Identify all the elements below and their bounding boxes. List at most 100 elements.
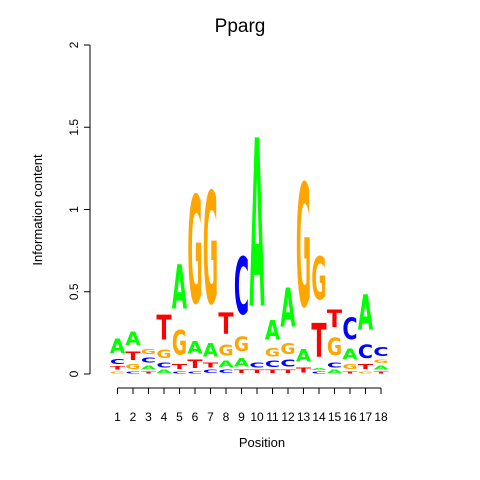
logo-letter-C-pos-6: C: [187, 371, 202, 374]
logo-letter-T-pos-18: T: [373, 371, 388, 374]
y-tick-label: 0: [67, 370, 81, 377]
logo-letter-T-pos-10: T: [249, 369, 264, 374]
x-tick-label: 3: [145, 410, 152, 424]
logo-letter-G-pos-14: G: [311, 245, 326, 314]
x-tick-label: 7: [207, 410, 214, 424]
logo-letter-T-pos-14: T: [311, 313, 326, 368]
y-tick-label: 1: [67, 206, 81, 213]
logo-letter-C-pos-10: C: [249, 361, 264, 369]
logo-letter-A-pos-10: A: [249, 91, 264, 360]
y-axis: 0 0.5 1 1.5 2: [67, 41, 91, 377]
x-tick-label: 5: [176, 410, 183, 424]
x-tick-label: 11: [266, 410, 279, 424]
logo-letter-A-pos-15: A: [327, 369, 342, 374]
logo-letter-A-pos-14: A: [311, 368, 326, 371]
logo-letter-C-pos-8: C: [218, 369, 233, 374]
logo-letter-G-pos-7: G: [203, 161, 218, 339]
x-tick-label: 12: [281, 410, 295, 424]
y-tick-label: 0.5: [67, 283, 81, 300]
logo-letter-A-pos-13: A: [296, 347, 312, 366]
logo-letter-T-pos-13: T: [296, 366, 312, 374]
logo-letter-C-pos-12: C: [280, 358, 295, 370]
logo-letter-A-pos-16: A: [342, 347, 358, 363]
logo-letter-C-pos-16: C: [342, 312, 357, 347]
x-tick-label: 8: [223, 410, 230, 424]
logo-letter-A-pos-1: A: [110, 335, 126, 358]
logo-letter-G-pos-15: G: [327, 334, 342, 362]
x-tick-label: 4: [161, 410, 168, 424]
x-tick-label: 17: [359, 410, 373, 424]
logo-letter-C-pos-5: C: [172, 371, 187, 374]
logo-letter-C-pos-14: C: [311, 371, 326, 374]
logo-letter-G-pos-16: G: [342, 363, 357, 371]
x-tick-label: 15: [328, 410, 342, 424]
x-tick-label: 10: [250, 410, 264, 424]
logo-letter-C-pos-2: C: [125, 371, 140, 374]
logo-letter-A-pos-8: A: [218, 359, 234, 369]
x-tick-label: 14: [312, 410, 326, 424]
logo-letter-G-pos-4: G: [156, 348, 171, 361]
logo-letter-A-pos-18: A: [373, 365, 389, 371]
logo-letter-T-pos-8: T: [218, 308, 233, 342]
logo-letter-C-pos-9: C: [234, 241, 249, 333]
x-tick-label: 1: [114, 410, 121, 424]
logo-letter-A-pos-2: A: [125, 329, 141, 350]
logo-letter-C-pos-15: C: [327, 361, 342, 369]
logo-letter-G-pos-6: G: [187, 165, 202, 338]
x-tick-label: 9: [238, 410, 245, 424]
x-tick-label: 13: [297, 410, 311, 424]
logo-letter-A-pos-17: A: [358, 285, 374, 341]
logo-letter-C-pos-18: C: [373, 345, 388, 360]
logo-letter-A-pos-12: A: [280, 279, 295, 340]
x-tick-label: 16: [343, 410, 357, 424]
x-tick-label: 18: [374, 410, 388, 424]
logo-letter-T-pos-7: T: [203, 361, 219, 369]
logo-letter-T-pos-15: T: [327, 306, 342, 333]
logo-letter-C-pos-1: C: [110, 358, 125, 366]
x-axis-label: Position: [239, 435, 285, 450]
logo-letter-T-pos-9: T: [234, 369, 249, 374]
logo-letter-T-pos-16: T: [342, 371, 357, 374]
logo-letter-G-pos-8: G: [218, 342, 233, 360]
logo-letter-G-pos-11: G: [265, 346, 280, 359]
logo-letter-T-pos-12: T: [280, 369, 295, 374]
y-tick-label: 1.5: [67, 119, 81, 136]
logo-letter-A-pos-5: A: [172, 252, 187, 323]
logo-letter-C-pos-17: C: [358, 341, 373, 363]
logo-letter-G-pos-13: G: [296, 151, 311, 346]
x-tick-label: 6: [192, 410, 199, 424]
logo-letter-T-pos-4: T: [156, 308, 172, 348]
logo-letter-A-pos-6: A: [187, 339, 203, 358]
logo-letter-T-pos-3: T: [141, 371, 156, 374]
logo-letters: GTCACGTATACGACGTCTGACTAGCTAGCAGTTAGCTCAT…: [110, 91, 390, 374]
y-tick-label: 2: [67, 41, 81, 48]
logo-letter-C-pos-7: C: [203, 369, 218, 374]
logo-letter-T-pos-5: T: [172, 363, 188, 371]
logo-letter-G-pos-2: G: [125, 363, 140, 371]
logo-letter-G-pos-12: G: [280, 340, 295, 358]
logo-letter-G-pos-17: G: [358, 371, 373, 374]
logo-letter-G-pos-5: G: [172, 325, 187, 363]
logo-letter-T-pos-2: T: [125, 350, 140, 363]
logo-letter-C-pos-11: C: [265, 359, 280, 369]
x-tick-label: 2: [130, 410, 137, 424]
logo-letter-T-pos-1: T: [110, 366, 125, 371]
x-axis: 1 2 3 4 5 6 7 8 9 10 11 12 13 14 15 16 17 18: [114, 387, 388, 424]
logo-letter-C-pos-4: C: [156, 361, 171, 369]
y-axis-label: Information content: [30, 154, 45, 266]
logo-letter-A-pos-7: A: [203, 340, 219, 361]
logo-letter-T-pos-6: T: [187, 358, 202, 371]
logo-letter-G-pos-1: G: [110, 371, 125, 374]
chart-title: Pparg: [215, 16, 266, 37]
logo-letter-A-pos-11: A: [265, 315, 281, 347]
logo-letter-T-pos-17: T: [358, 363, 374, 371]
logo-letter-T-pos-11: T: [265, 369, 280, 374]
logo-letter-A-pos-9: A: [234, 356, 250, 369]
logo-letter-G-pos-3: G: [141, 348, 156, 356]
logo-letter-A-pos-3: A: [141, 365, 157, 371]
logo-letter-C-pos-3: C: [141, 356, 156, 364]
logo-letter-G-pos-9: G: [234, 333, 249, 357]
logo-letter-A-pos-4: A: [156, 369, 171, 374]
logo-letter-G-pos-18: G: [373, 360, 388, 365]
